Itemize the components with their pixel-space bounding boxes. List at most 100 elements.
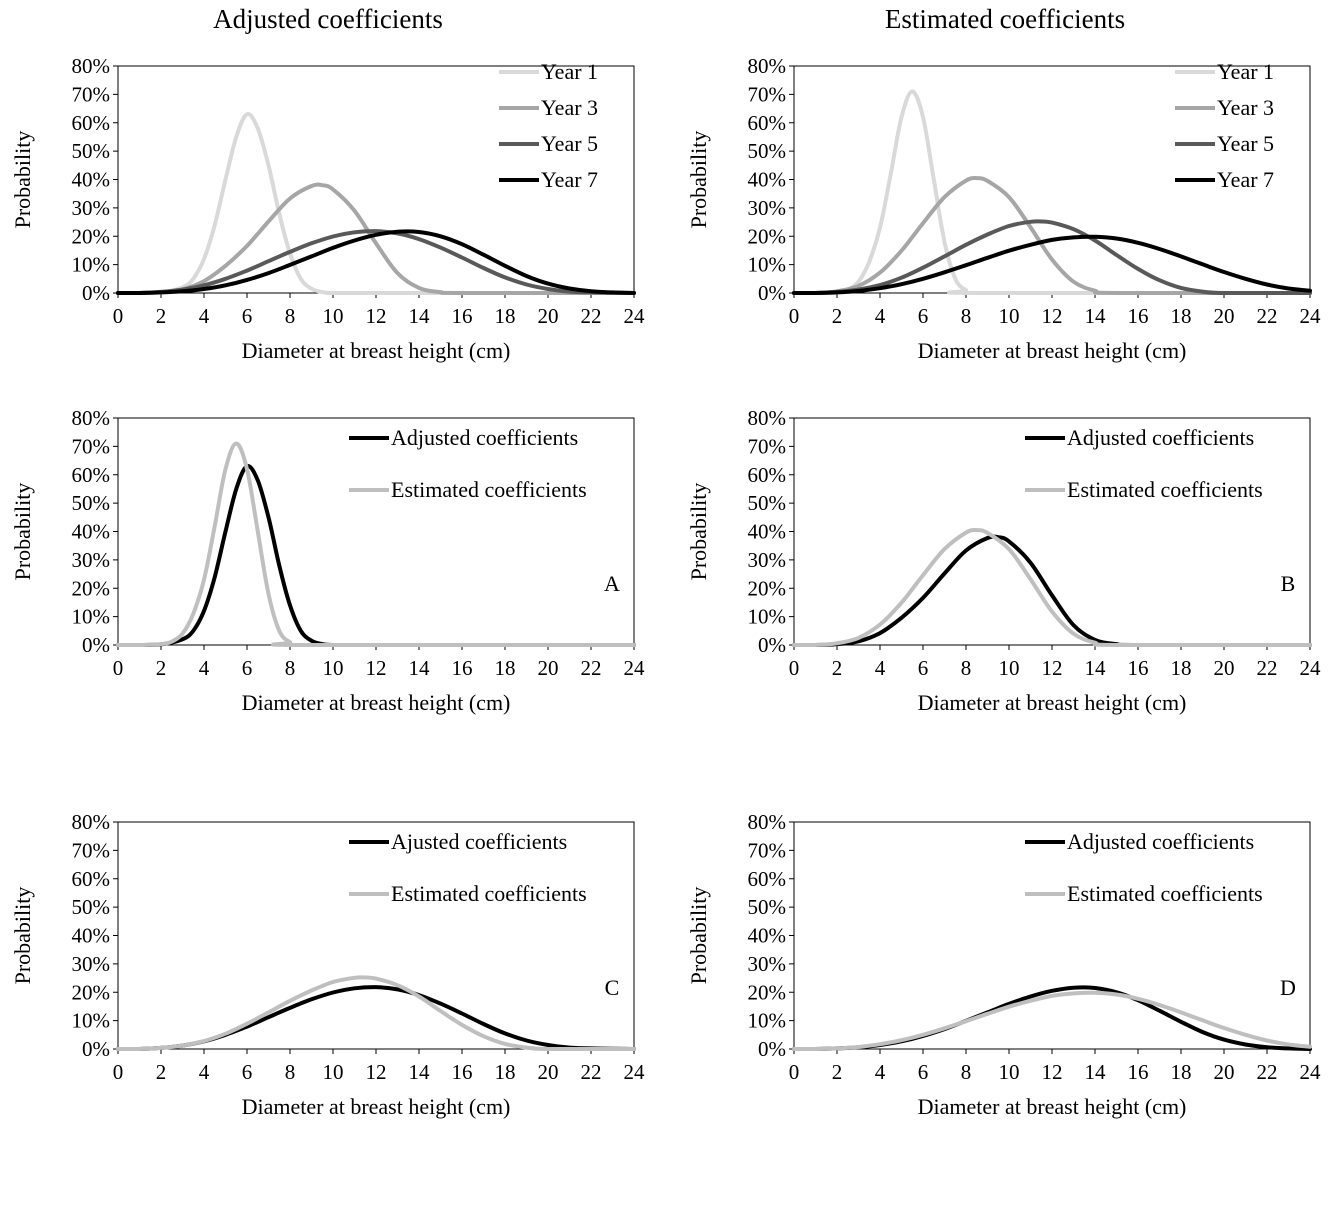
x-tick-label: 4: [199, 304, 210, 328]
x-tick-label: 14: [409, 1060, 431, 1084]
x-tick-label: 24: [624, 656, 646, 680]
x-tick-label: 20: [1214, 304, 1235, 328]
y-tick-label: 30%: [748, 196, 787, 220]
x-tick-label: 8: [961, 1060, 972, 1084]
y-tick-label: 10%: [72, 605, 111, 629]
x-tick-label: 6: [242, 656, 253, 680]
chart-panel-c: 0% 10% 20% 30% 40% 50% 60% 70% 80% 0 2 4 6 8 10 12 14 16 1…: [0, 806, 660, 1201]
y-tick-label: 70%: [72, 434, 111, 458]
x-tick-label: 14: [1085, 656, 1107, 680]
x-tick-label: 20: [538, 656, 559, 680]
y-tick-label: 0%: [82, 633, 110, 657]
y-tick-label: 80%: [748, 54, 787, 78]
y-tick-label: 0%: [758, 1037, 786, 1061]
x-tick-label: 10: [323, 656, 344, 680]
series-line: [792, 528, 1312, 647]
x-tick-label: 14: [1085, 304, 1107, 328]
series-line: [116, 112, 636, 296]
chart-panel-d: 0% 10% 20% 30% 40% 50% 60% 70% 80% 0 2 4 6 8 10 12 14 16 1…: [676, 806, 1336, 1201]
chart-svg: 0%10%20%30%40%50%60%70%80%0 2 4 6 8 10 12 14 16 1…: [686, 54, 1321, 363]
x-axis-label: Diameter at breast height (cm): [242, 690, 511, 715]
plot-frame: [117, 821, 635, 1050]
x-tick-label: 4: [875, 656, 886, 680]
legend-label: Year 1: [1217, 59, 1274, 84]
y-tick-label: 50%: [72, 491, 111, 515]
x-tick-label: 14: [1085, 1060, 1107, 1084]
series-line: [792, 234, 1312, 295]
x-tick-label: 6: [242, 304, 253, 328]
y-tick-label: 0%: [82, 281, 110, 305]
chart-panel-top-left: 0% 10% 20% 30% 40% 50% 60% 70% 80% 0 2 4 6 8 10 12 14 16 1…: [0, 50, 660, 445]
legend-label: Year 5: [541, 131, 598, 156]
y-tick-label: 50%: [72, 139, 111, 163]
series-line: [792, 219, 1312, 296]
legend-label: Estimated coefficients: [391, 881, 587, 906]
legend-label: Ajusted coefficients: [391, 829, 567, 854]
x-tick-label: 22: [1257, 656, 1278, 680]
x-tick-label: 6: [918, 656, 929, 680]
y-tick-label: 10%: [748, 605, 787, 629]
y-tick-label: 50%: [72, 895, 111, 919]
x-tick-label: 14: [409, 304, 431, 328]
x-tick-label: 18: [495, 1060, 516, 1084]
y-axis-label: Probability: [10, 131, 35, 229]
y-axis-label: Probability: [686, 887, 711, 985]
x-tick-label: 14: [409, 656, 431, 680]
x-tick-label: 8: [961, 304, 972, 328]
x-tick-label: 18: [1171, 656, 1192, 680]
x-tick-label: 6: [918, 304, 929, 328]
x-axis-label: Diameter at breast height (cm): [242, 1094, 511, 1119]
x-tick-label: 6: [918, 1060, 929, 1084]
x-tick-label: 2: [156, 304, 167, 328]
y-tick-label: 80%: [72, 54, 111, 78]
x-tick-label: 18: [1171, 1060, 1192, 1084]
x-tick-label: 18: [495, 656, 516, 680]
x-tick-label: 10: [323, 1060, 344, 1084]
x-tick-label: 8: [285, 304, 296, 328]
y-tick-label: 70%: [748, 82, 787, 106]
x-tick-label: 0: [789, 656, 800, 680]
legend-label: Estimated coefficients: [391, 477, 587, 502]
legend-label: Year 5: [1217, 131, 1274, 156]
x-tick-label: 2: [832, 304, 843, 328]
x-tick-label: 18: [1171, 304, 1192, 328]
y-tick-label: 40%: [72, 520, 111, 544]
x-tick-label: 2: [832, 1060, 843, 1084]
x-tick-label: 4: [875, 1060, 886, 1084]
x-tick-label: 4: [199, 1060, 210, 1084]
legend-label: Adjusted coefficients: [1067, 425, 1254, 450]
x-tick-label: 6: [242, 1060, 253, 1084]
y-tick-label: 20%: [72, 980, 111, 1004]
x-tick-label: 20: [1214, 1060, 1235, 1084]
x-tick-label: 8: [285, 656, 296, 680]
chart-svg: 0%10%20%30%40%50%60%70%80%0 2 4 6 8 10 12 14 16 1…: [10, 406, 646, 715]
y-tick-label: 10%: [748, 1009, 787, 1033]
x-axis-label: Diameter at breast height (cm): [242, 338, 511, 363]
x-tick-label: 12: [366, 1060, 387, 1084]
x-tick-label: 12: [366, 304, 387, 328]
series-line: [116, 441, 636, 647]
y-tick-label: 40%: [72, 924, 111, 948]
y-tick-label: 30%: [748, 952, 787, 976]
y-tick-label: 80%: [748, 406, 787, 430]
y-tick-label: 40%: [748, 520, 787, 544]
y-tick-label: 20%: [72, 576, 111, 600]
y-tick-label: 60%: [72, 867, 111, 891]
x-tick-label: 0: [113, 656, 124, 680]
y-tick-label: 20%: [748, 224, 787, 248]
series-line: [792, 176, 1312, 295]
y-tick-label: 0%: [758, 633, 786, 657]
x-tick-label: 22: [581, 1060, 602, 1084]
y-tick-label: 70%: [748, 838, 787, 862]
x-tick-label: 22: [1257, 1060, 1278, 1084]
y-tick-label: 60%: [748, 867, 787, 891]
y-tick-label: 10%: [72, 1009, 111, 1033]
x-tick-label: 18: [495, 304, 516, 328]
x-tick-label: 12: [1042, 656, 1063, 680]
x-tick-label: 16: [452, 1060, 473, 1084]
series-line: [116, 975, 636, 1051]
x-tick-label: 0: [113, 1060, 124, 1084]
x-tick-label: 16: [1128, 656, 1149, 680]
x-axis-label: Diameter at breast height (cm): [918, 1094, 1187, 1119]
y-tick-label: 60%: [72, 463, 111, 487]
